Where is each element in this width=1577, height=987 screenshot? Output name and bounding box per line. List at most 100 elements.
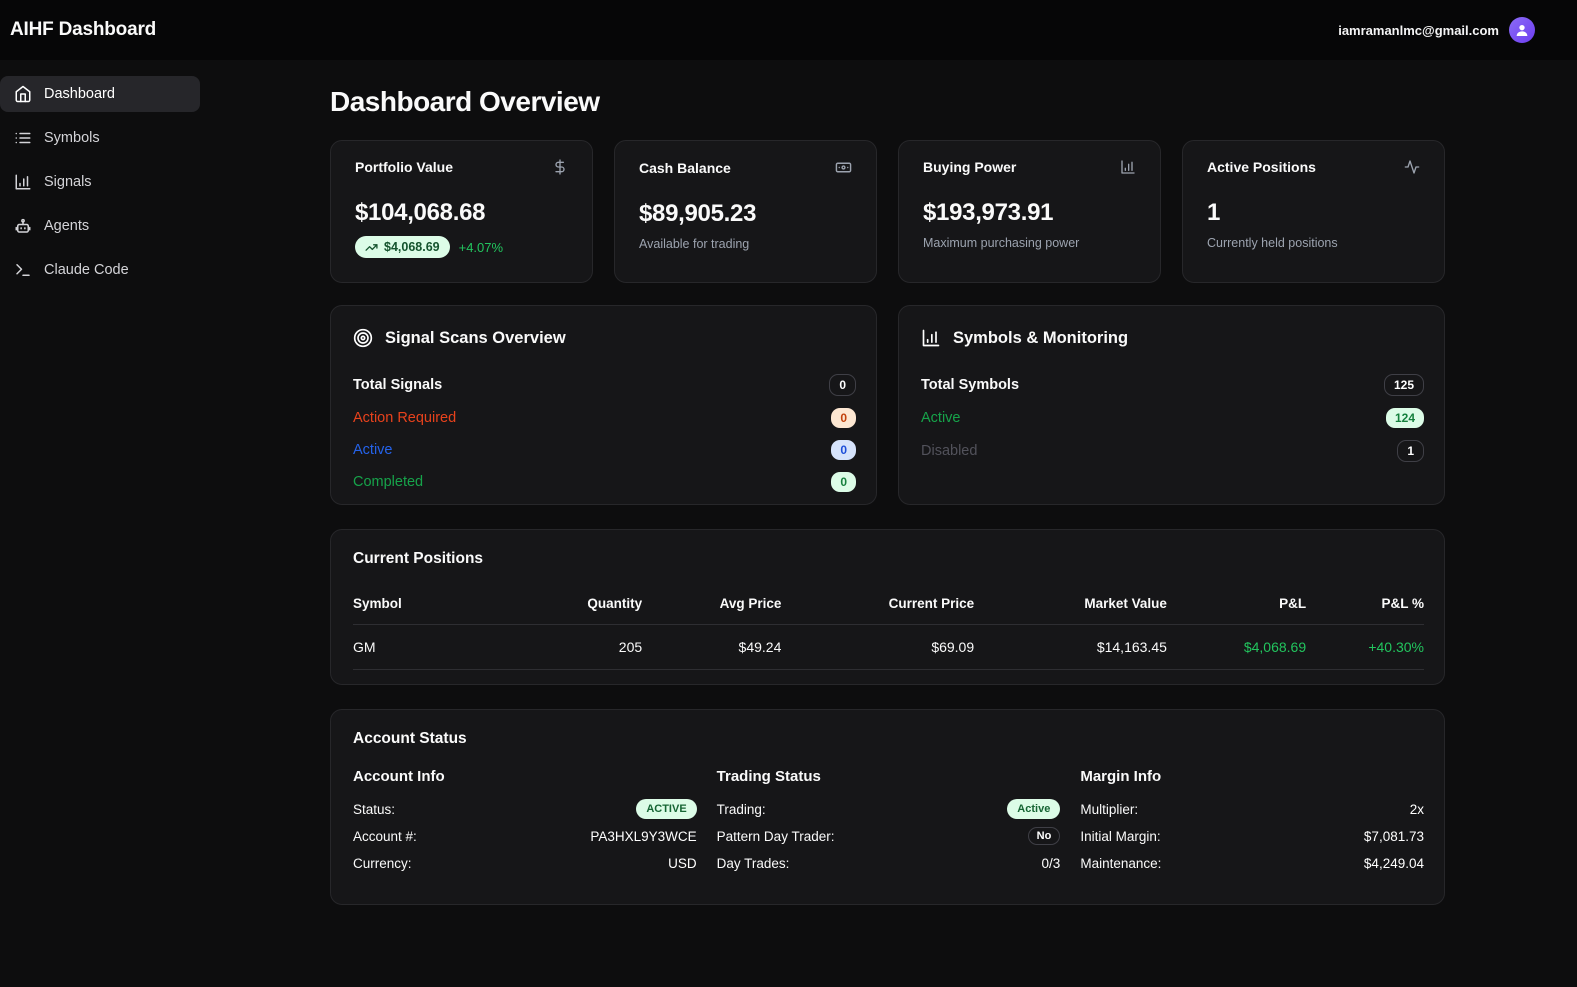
currency-value: USD (668, 855, 697, 871)
sidebar-item-label: Signals (44, 174, 92, 190)
positions-table: Symbol Quantity Avg Price Current Price … (353, 584, 1424, 670)
cell-pl-pct: +40.30% (1306, 624, 1424, 670)
section-title: Account Status (353, 730, 467, 747)
user-icon (1514, 22, 1530, 38)
count-badge: 0 (831, 408, 856, 428)
subsection-title: Margin Info (1080, 768, 1162, 785)
target-icon (353, 328, 373, 348)
account-row-currency: Currency: USD (353, 855, 697, 871)
sidebar-item-signals[interactable]: Signals (0, 164, 200, 200)
margin-row-maintenance: Maintenance: $4,249.04 (1080, 855, 1424, 871)
banknote-icon (835, 159, 852, 176)
column-header: P&L (1166, 584, 1307, 625)
column-header: Market Value (974, 584, 1167, 625)
signal-scans-card: Signal Scans Overview Total Signals 0 Ac… (330, 305, 877, 505)
column-header: Symbol (353, 584, 503, 625)
dollar-icon (552, 159, 568, 175)
account-number: PA3HXL9Y3WCE (590, 828, 697, 844)
user-email: iamramanlmc@gmail.com (1338, 22, 1499, 38)
section-title: Symbols & Monitoring (953, 328, 1129, 347)
current-positions-card: Current Positions Symbol Quantity Avg Pr… (330, 529, 1445, 685)
account-info-section: Account Info Status: ACTIVE Account #: P… (353, 768, 697, 880)
cash-balance-card: Cash Balance $89,905.23 Available for tr… (614, 140, 877, 283)
subsection-title: Trading Status (716, 768, 821, 785)
section-title: Signal Scans Overview (385, 328, 566, 347)
account-row-status: Status: ACTIVE (353, 799, 697, 819)
margin-row-multiplier: Multiplier: 2x (1080, 801, 1424, 817)
bot-icon (14, 217, 32, 235)
maintenance-value: $4,249.04 (1363, 855, 1424, 871)
cell-market-value: $14,163.45 (974, 624, 1167, 670)
cell-pl: $4,068.69 (1166, 624, 1307, 670)
buying-power-value: $193,973.91 (923, 199, 1054, 226)
sidebar: Dashboard Symbols Signals (0, 60, 200, 987)
list-icon (14, 129, 32, 147)
subsection-title: Account Info (353, 768, 445, 785)
signal-row-total: Total Signals 0 (353, 374, 856, 396)
change-badge: $4,068.69 (355, 236, 450, 258)
sidebar-item-label: Claude Code (44, 262, 129, 278)
account-status-card: Account Status Account Info Status: ACTI… (330, 709, 1445, 905)
bar-chart-icon (14, 173, 32, 191)
card-label: Portfolio Value (355, 159, 454, 175)
signal-row-active: Active 0 (353, 440, 856, 460)
count-badge: 0 (831, 440, 856, 460)
sidebar-item-agents[interactable]: Agents (0, 208, 200, 244)
card-subtext: Maximum purchasing power (923, 236, 1080, 250)
status-badge: ACTIVE (636, 799, 697, 819)
card-label: Cash Balance (639, 159, 731, 176)
signal-row-action-required: Action Required 0 (353, 408, 856, 428)
buying-power-card: Buying Power $193,973.91 Maximum purchas… (898, 140, 1161, 283)
trading-status-section: Trading Status Trading: Active Pattern D… (717, 768, 1061, 880)
table-row: GM 205 $49.24 $69.09 $14,163.45 $4,068.6… (353, 624, 1424, 670)
user-menu: iamramanlmc@gmail.com (1338, 17, 1535, 43)
page-title: Dashboard Overview (330, 86, 600, 117)
day-trades-value: 0/3 (1041, 855, 1061, 871)
section-title: Current Positions (353, 550, 484, 567)
card-label: Buying Power (923, 159, 1017, 175)
sidebar-item-label: Symbols (44, 130, 100, 146)
change-percent: +4.07% (458, 239, 504, 255)
column-header: P&L % (1306, 584, 1424, 625)
count-badge: 124 (1385, 408, 1424, 428)
account-row-number: Account #: PA3HXL9Y3WCE (353, 828, 697, 844)
trading-row-trading: Trading: Active (717, 799, 1061, 819)
symbols-row-active: Active 124 (921, 408, 1424, 428)
stat-cards-row: Portfolio Value $104,068.68 (330, 140, 1445, 283)
overview-row: Signal Scans Overview Total Signals 0 Ac… (330, 305, 1445, 505)
cell-symbol: GM (353, 624, 503, 670)
change-amount: $4,068.69 (384, 240, 440, 254)
main-content: Dashboard Overview Portfolio Value $104,… (200, 60, 1577, 987)
portfolio-value-card: Portfolio Value $104,068.68 (330, 140, 593, 283)
column-header: Quantity (502, 584, 643, 625)
count-badge: 125 (1383, 374, 1424, 396)
card-subtext: Currently held positions (1207, 236, 1338, 250)
active-positions-card: Active Positions 1 Currently held positi… (1182, 140, 1445, 283)
bar-chart-icon (1120, 159, 1136, 175)
sidebar-item-claude-code[interactable]: Claude Code (0, 252, 200, 288)
card-label: Active Positions (1207, 159, 1316, 175)
trading-row-day-trades: Day Trades: 0/3 (716, 855, 1061, 871)
cell-quantity: 205 (502, 624, 643, 670)
sidebar-item-symbols[interactable]: Symbols (0, 120, 200, 156)
bar-chart-icon (921, 328, 941, 348)
terminal-icon (14, 261, 32, 279)
multiplier-value: 2x (1409, 801, 1424, 817)
portfolio-value: $104,068.68 (355, 199, 486, 226)
symbols-monitoring-card: Symbols & Monitoring Total Symbols 125 A… (898, 305, 1445, 505)
home-icon (14, 85, 32, 103)
column-header: Current Price (781, 584, 975, 625)
trading-row-pdt: Pattern Day Trader: No (717, 826, 1061, 846)
status-badge: Active (1007, 799, 1061, 819)
cell-avg-price: $49.24 (642, 624, 782, 670)
cell-current-price: $69.09 (781, 624, 975, 670)
symbols-row-total: Total Symbols 125 (921, 374, 1424, 396)
status-badge: No (1027, 827, 1061, 845)
count-badge: 0 (831, 472, 856, 492)
margin-row-initial: Initial Margin: $7,081.73 (1080, 828, 1424, 844)
avatar[interactable] (1509, 17, 1535, 43)
column-header: Avg Price (642, 584, 782, 625)
table-header-row: Symbol Quantity Avg Price Current Price … (353, 584, 1424, 625)
top-header: AIHF Dashboard iamramanlmc@gmail.com (0, 0, 1577, 60)
sidebar-item-dashboard[interactable]: Dashboard (0, 76, 200, 112)
